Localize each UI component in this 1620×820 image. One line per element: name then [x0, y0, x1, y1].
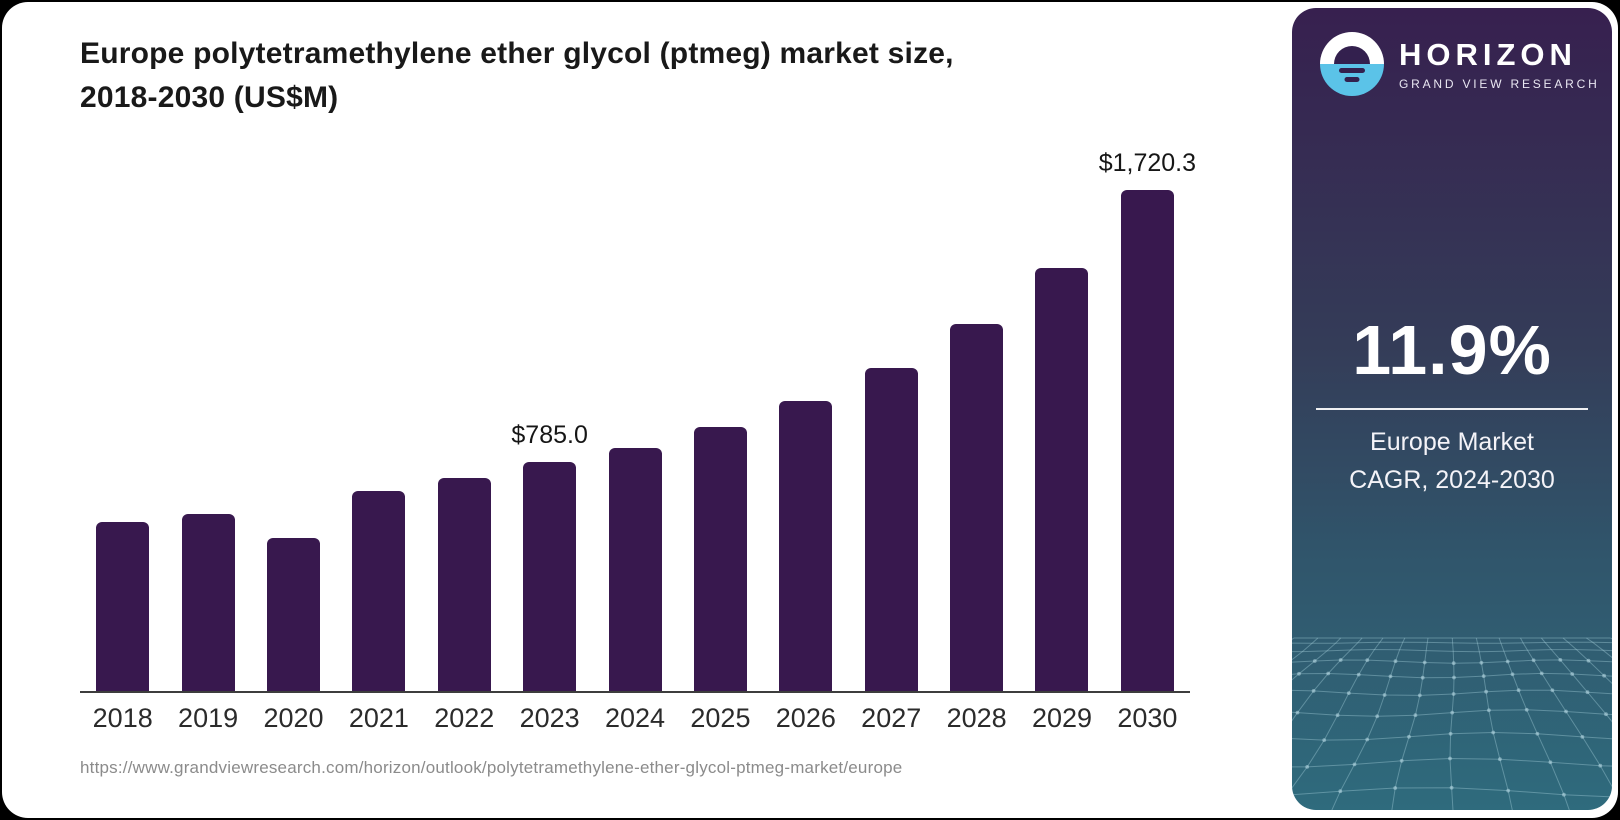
x-tick-2022: 2022: [434, 703, 495, 733]
bar-2021: [352, 491, 406, 691]
cagr-label-line2: CAGR, 2024-2030: [1349, 465, 1555, 494]
brand-logo: HORIZON GRAND VIEW RESEARCH: [1320, 32, 1600, 96]
chart-title-line2: 2018-2030 (US$M): [80, 80, 339, 114]
bar-column-2020: [251, 131, 336, 691]
x-axis-line: [80, 691, 1190, 693]
bar-chart: $785.0 $1,720.3: [80, 131, 1196, 691]
x-axis-labels: 2018 2019 2020 2021 2022 2023 2024 2025 2026 2027…: [80, 703, 1190, 734]
bar-value-label-2030: $1,720.3: [1098, 149, 1197, 177]
x-tick-2025: 2025: [690, 703, 751, 733]
brand-text: HORIZON GRAND VIEW RESEARCH: [1399, 37, 1600, 91]
bar-2027: [864, 368, 918, 691]
chart-title-line1: Europe polytetramethylene ether glycol (…: [80, 37, 954, 70]
bar-column-2019: [165, 131, 250, 691]
x-tick-2021: 2021: [348, 703, 409, 733]
x-tick-2023: 2023: [519, 703, 580, 733]
x-tick-2020: 2020: [263, 703, 324, 733]
x-tick-2019: 2019: [178, 703, 239, 733]
bar-2018: [96, 522, 150, 691]
bar-column-2023: $785.0: [507, 131, 592, 691]
bar-2023: [523, 462, 577, 691]
cagr-divider: [1316, 408, 1588, 410]
bar-column-2027: [849, 131, 934, 691]
reflection-bar-1: [1339, 68, 1365, 73]
x-tick-2026: 2026: [775, 703, 836, 733]
bar-column-2025: [678, 131, 763, 691]
cagr-block: 11.9% Europe Market CAGR, 2024-2030: [1292, 310, 1612, 499]
brand-subtitle: GRAND VIEW RESEARCH: [1399, 77, 1600, 91]
cagr-label: Europe Market CAGR, 2024-2030: [1292, 424, 1612, 499]
chart-title: Europe polytetramethylene ether glycol (…: [80, 32, 954, 119]
reflection-bar-2: [1344, 77, 1360, 82]
bar-2024: [608, 448, 662, 691]
x-tick-2024: 2024: [605, 703, 666, 733]
bar-2026: [779, 401, 833, 691]
brand-name: HORIZON: [1399, 37, 1577, 72]
bar-2028: [950, 324, 1004, 691]
bar-2025: [693, 427, 747, 691]
bar-2020: [266, 538, 320, 691]
x-tick-2018: 2018: [92, 703, 153, 733]
bar-column-2030: $1,720.3: [1099, 131, 1196, 691]
bar-column-2028: [934, 131, 1019, 691]
bar-column-2024: [592, 131, 677, 691]
wireframe-mesh-decoration: [1292, 637, 1612, 810]
x-tick-2027: 2027: [861, 703, 922, 733]
x-tick-2030: 2030: [1117, 703, 1178, 733]
sun-dome-shape: [1334, 46, 1370, 64]
cagr-label-line1: Europe Market: [1370, 428, 1534, 456]
bar-column-2018: [80, 131, 165, 691]
bar-2029: [1035, 268, 1089, 691]
bar-2030: [1120, 190, 1174, 691]
x-tick-2029: 2029: [1031, 703, 1093, 733]
bar-column-2026: [763, 131, 848, 691]
bar-column-2021: [336, 131, 421, 691]
horizon-sun-icon: [1320, 32, 1384, 96]
cagr-value: 11.9%: [1352, 311, 1552, 389]
bar-value-label-2023: $785.0: [511, 421, 588, 449]
bar-2019: [181, 514, 235, 691]
bar-2022: [437, 478, 491, 691]
x-tick-2028: 2028: [946, 703, 1007, 733]
sidebar-panel: HORIZON GRAND VIEW RESEARCH 11.9% Europe…: [1292, 8, 1612, 810]
bar-column-2022: [422, 131, 507, 691]
source-url: https://www.grandviewresearch.com/horizo…: [80, 758, 903, 777]
bar-column-2029: [1019, 131, 1104, 691]
